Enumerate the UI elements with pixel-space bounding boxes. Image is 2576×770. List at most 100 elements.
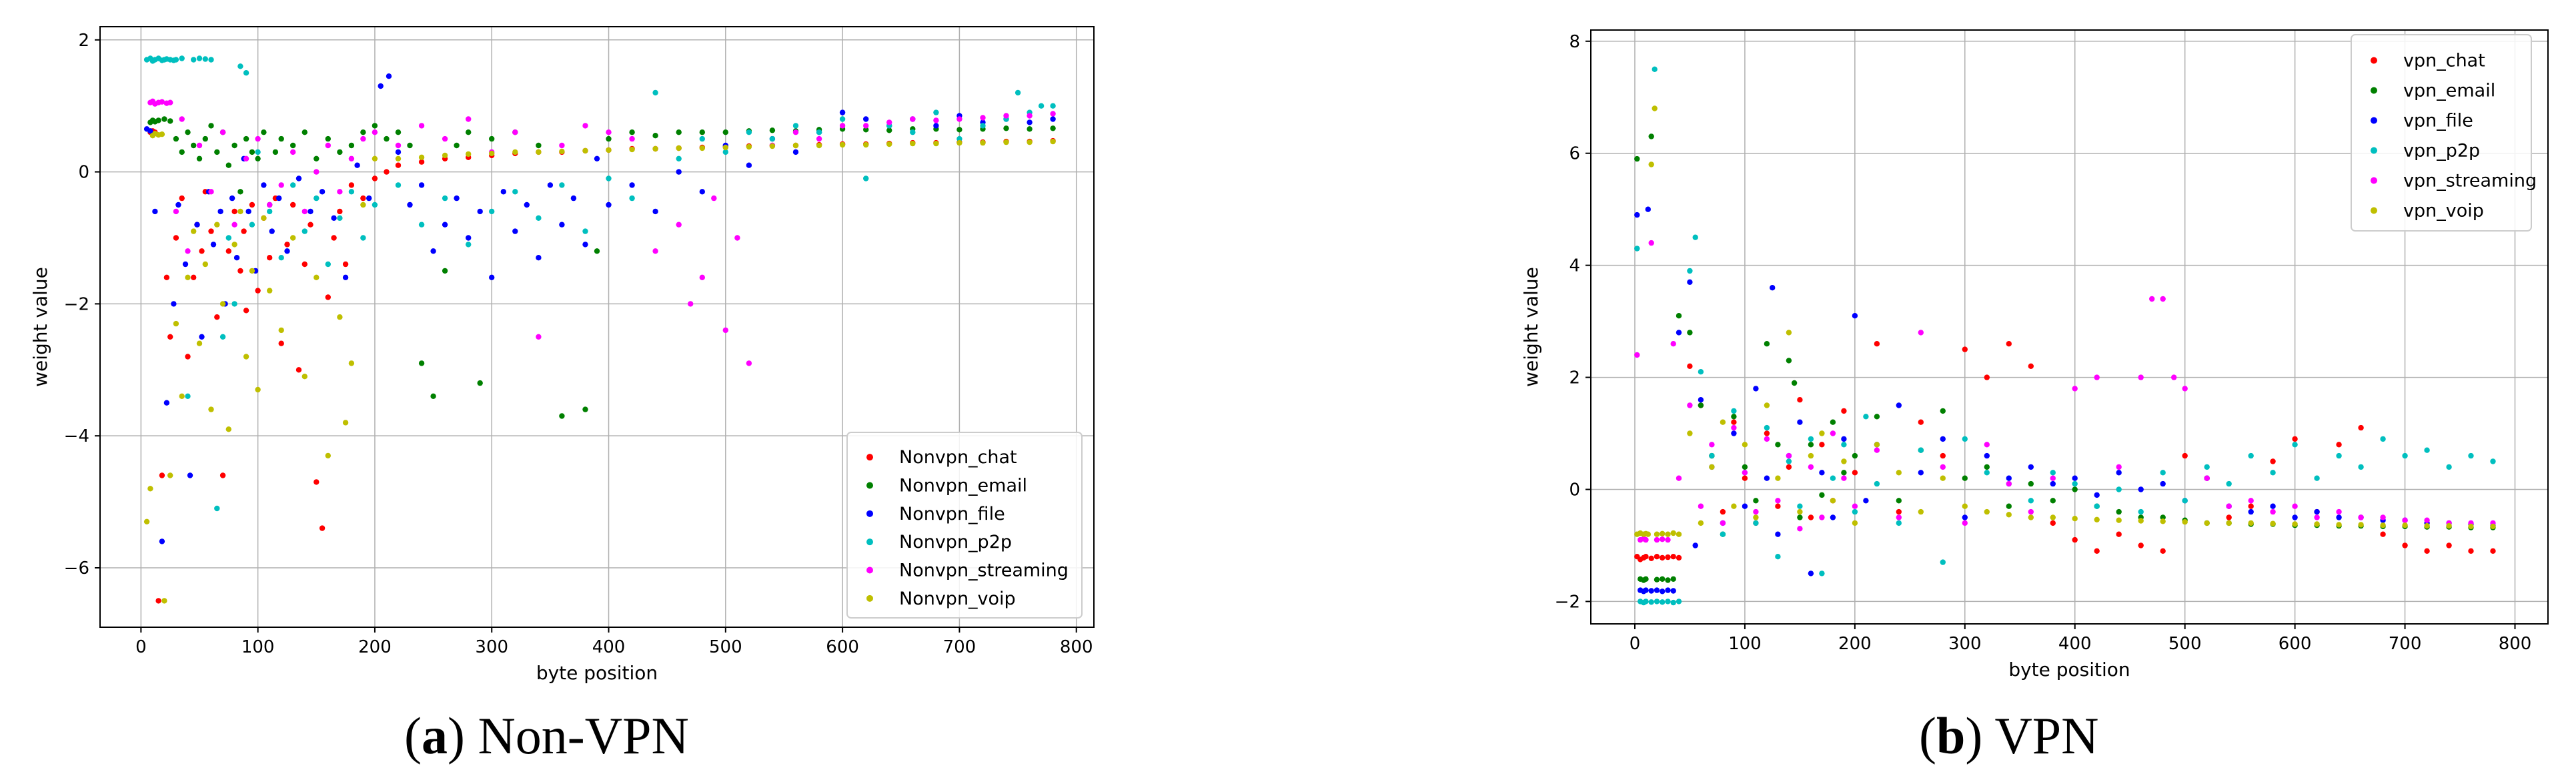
data-point — [2028, 508, 2034, 515]
data-point — [1676, 313, 1682, 319]
data-point — [1027, 139, 1033, 145]
data-point — [1896, 514, 1902, 520]
data-point — [395, 129, 402, 135]
data-point — [1665, 536, 1671, 543]
data-point — [559, 222, 565, 228]
data-point — [185, 129, 191, 135]
data-point — [384, 169, 390, 175]
data-point — [199, 334, 205, 340]
data-point — [839, 123, 846, 129]
data-point — [2226, 514, 2232, 520]
data-point — [1830, 475, 1836, 481]
legend-label: Nonvpn_streaming — [899, 560, 1069, 581]
data-point — [1819, 470, 1825, 476]
data-point — [792, 142, 799, 149]
data-point — [1786, 358, 1792, 364]
data-point — [1984, 374, 1990, 380]
data-point — [219, 334, 226, 340]
data-point — [1797, 503, 1803, 509]
data-point — [2358, 514, 2364, 520]
data-point — [290, 202, 296, 208]
data-point — [1797, 419, 1803, 425]
data-point — [1665, 577, 1671, 583]
series-vpn_voip — [1634, 105, 2496, 537]
data-point — [594, 248, 600, 254]
data-point — [278, 327, 284, 334]
data-point — [187, 472, 193, 478]
data-point — [249, 149, 255, 155]
data-point — [746, 360, 752, 366]
data-point — [301, 374, 307, 380]
data-point — [395, 149, 402, 155]
data-point — [2446, 542, 2452, 548]
data-point — [1841, 436, 1847, 442]
data-point — [1962, 503, 1968, 509]
data-point — [386, 73, 392, 79]
data-point — [2314, 475, 2320, 481]
x-tick-label: 200 — [358, 637, 392, 657]
legend-label: Nonvpn_p2p — [899, 532, 1012, 552]
data-point — [2336, 522, 2342, 528]
data-point — [1770, 285, 1776, 291]
data-point — [237, 208, 243, 215]
data-point — [1984, 464, 1990, 470]
data-point — [2116, 531, 2122, 537]
data-point — [1648, 555, 1654, 561]
data-point — [536, 215, 542, 221]
data-point — [418, 360, 425, 366]
data-point — [372, 123, 378, 129]
data-point — [2028, 464, 2034, 470]
data-point — [261, 215, 267, 221]
data-point — [2292, 503, 2298, 509]
data-point — [173, 208, 179, 215]
data-point — [2160, 548, 2166, 554]
data-point — [1687, 268, 1693, 274]
data-point — [167, 334, 173, 340]
data-point — [711, 195, 717, 202]
data-point — [769, 143, 776, 149]
data-point — [372, 129, 378, 135]
data-point — [1940, 559, 1946, 565]
legend-label: vpn_file — [2403, 111, 2473, 131]
data-point — [331, 215, 337, 221]
data-point — [1648, 161, 1654, 167]
data-point — [1797, 526, 1803, 532]
data-point — [606, 175, 612, 181]
data-point — [159, 538, 165, 544]
data-point — [536, 149, 542, 155]
data-point — [1797, 514, 1803, 520]
data-point — [2160, 518, 2166, 524]
data-point — [547, 182, 554, 188]
legend-marker — [2371, 57, 2377, 64]
data-point — [1896, 498, 1902, 504]
data-point — [1775, 442, 1781, 448]
plot-frame — [1590, 29, 2549, 625]
data-point — [407, 202, 413, 208]
data-point — [956, 139, 962, 146]
data-point — [1808, 514, 1814, 520]
data-point — [1874, 414, 1880, 420]
data-point — [1896, 520, 1902, 526]
data-point — [839, 109, 846, 115]
data-point — [2182, 519, 2188, 525]
y-tick-label: −2 — [64, 294, 89, 314]
data-point — [1764, 436, 1770, 442]
x-tick-label: 600 — [826, 637, 859, 657]
data-point — [348, 189, 355, 195]
data-point — [2270, 470, 2276, 476]
data-point — [152, 208, 158, 215]
data-point — [360, 129, 366, 135]
series-vpn_p2p — [1634, 66, 2496, 606]
data-point — [1808, 452, 1814, 459]
data-point — [208, 57, 214, 63]
data-point — [1775, 503, 1781, 509]
data-point — [2226, 520, 2232, 526]
data-point — [163, 400, 170, 406]
data-point — [2028, 363, 2034, 369]
data-point — [910, 129, 916, 135]
data-point — [1648, 599, 1654, 605]
data-point — [255, 155, 261, 161]
data-point — [337, 208, 343, 215]
data-point — [1962, 346, 1968, 352]
data-point — [1841, 458, 1847, 464]
